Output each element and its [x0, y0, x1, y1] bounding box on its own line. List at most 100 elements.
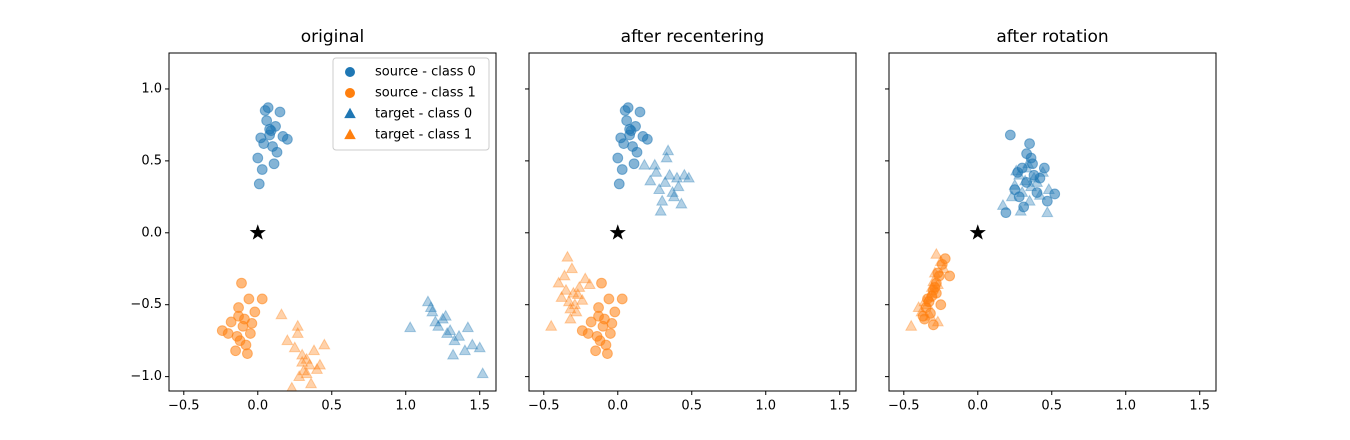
point — [650, 165, 663, 177]
legend-marker — [344, 107, 356, 119]
point — [1000, 207, 1012, 219]
point — [443, 323, 457, 336]
point — [675, 197, 688, 209]
point — [262, 102, 274, 114]
point — [935, 299, 947, 311]
x-tick-label: 1.0 — [1115, 399, 1136, 414]
point — [609, 224, 626, 240]
point — [277, 131, 289, 142]
point — [249, 306, 261, 318]
axes-frame — [528, 52, 857, 392]
point — [934, 254, 947, 266]
point — [602, 348, 613, 360]
point — [606, 318, 618, 329]
legend-marker — [345, 88, 355, 98]
x-tick-label: 0.5 — [321, 399, 342, 414]
point — [461, 321, 475, 333]
point — [637, 131, 649, 142]
point — [924, 309, 937, 321]
point — [658, 175, 672, 187]
legend-label: target - class 1 — [375, 128, 472, 143]
point — [931, 277, 945, 289]
point — [1013, 168, 1026, 180]
point — [256, 164, 268, 175]
point — [288, 341, 301, 353]
point — [932, 267, 944, 279]
point — [1041, 206, 1054, 218]
point — [594, 335, 606, 347]
point — [304, 377, 318, 389]
point — [446, 348, 460, 360]
point — [667, 190, 681, 202]
point — [930, 247, 943, 259]
point — [918, 295, 931, 307]
point — [222, 328, 234, 339]
point — [927, 275, 940, 287]
point — [297, 364, 310, 376]
x-tick-label: −0.5 — [888, 399, 920, 414]
legend-marker — [345, 67, 355, 77]
chart-title: original — [301, 27, 365, 47]
point — [452, 329, 466, 341]
x-tick-label: 1.5 — [469, 399, 490, 414]
point — [558, 269, 571, 281]
point — [244, 328, 256, 339]
point — [562, 295, 576, 307]
point — [1004, 129, 1016, 141]
point — [291, 326, 304, 338]
plot-area — [905, 129, 1061, 331]
point — [466, 338, 479, 350]
point — [1010, 164, 1023, 176]
point — [281, 334, 294, 346]
point — [1033, 188, 1047, 200]
point — [236, 277, 247, 289]
point — [905, 319, 918, 331]
point — [638, 158, 651, 170]
point — [622, 102, 634, 114]
point — [225, 316, 237, 328]
x-tick-label: 1.5 — [1189, 399, 1210, 414]
point — [570, 305, 583, 317]
point — [561, 250, 574, 262]
point — [915, 305, 928, 317]
point — [663, 168, 676, 180]
point — [593, 302, 604, 313]
y-tick-label: −1.0 — [130, 369, 162, 384]
point — [545, 319, 558, 331]
point — [268, 158, 280, 170]
point — [1013, 191, 1025, 203]
point — [660, 151, 673, 163]
point — [271, 146, 283, 158]
y-tick-label: 0.0 — [141, 225, 162, 240]
y-tick-label: 1.0 — [141, 81, 162, 96]
x-tick-label: −0.5 — [528, 399, 560, 414]
point — [576, 293, 589, 305]
point — [666, 185, 679, 197]
y-tick-label: −0.5 — [130, 297, 162, 312]
point — [458, 344, 472, 356]
point — [670, 171, 684, 183]
x-tick-label: 1.0 — [395, 399, 416, 414]
point — [1042, 183, 1055, 195]
point — [1014, 204, 1027, 216]
point — [604, 328, 616, 339]
x-tick-label: 0.0 — [607, 399, 628, 414]
point — [293, 369, 306, 382]
point — [912, 300, 925, 312]
point — [616, 164, 628, 175]
point — [436, 312, 449, 324]
point — [313, 358, 327, 370]
point — [1018, 201, 1030, 213]
point — [568, 298, 582, 310]
point — [628, 158, 640, 170]
point — [432, 319, 445, 331]
point — [1021, 177, 1033, 188]
point — [234, 335, 246, 347]
x-tick-label: 0.5 — [1041, 399, 1062, 414]
point — [252, 152, 264, 164]
point — [256, 293, 268, 305]
point — [925, 280, 939, 292]
legend: source - class 0 source - class 1 target -… — [332, 57, 490, 151]
point — [624, 123, 636, 135]
point — [310, 362, 324, 374]
